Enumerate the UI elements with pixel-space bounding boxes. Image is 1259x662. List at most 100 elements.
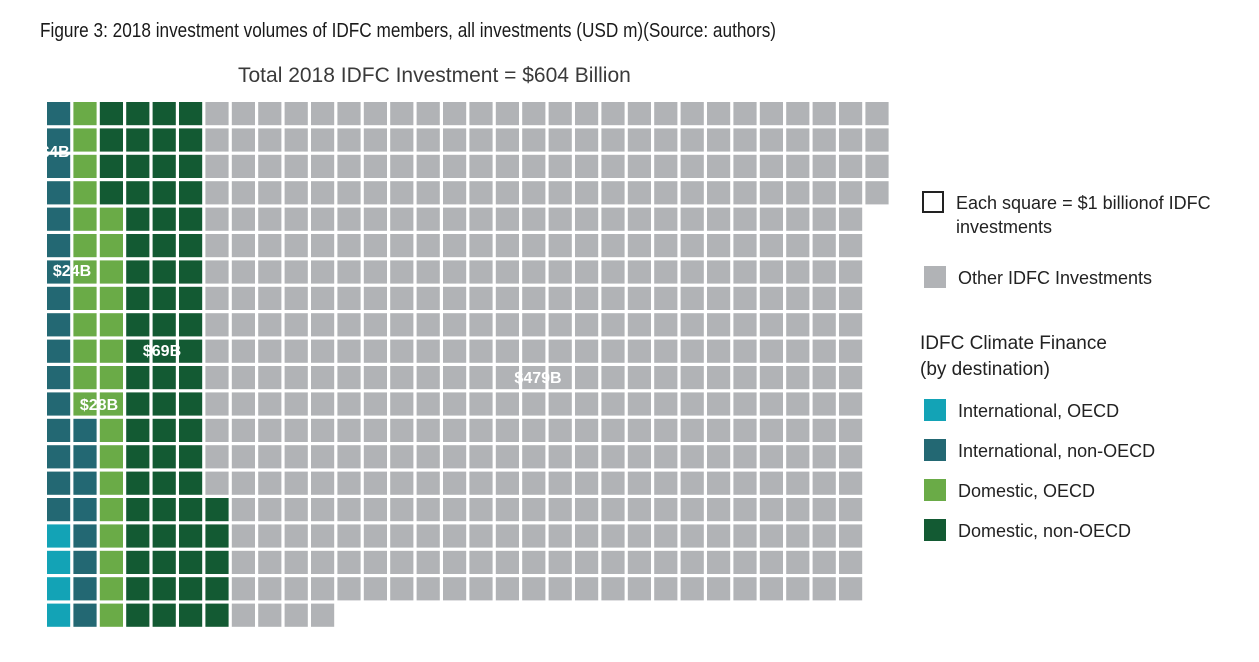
waffle-square-other-idfc-investments	[416, 366, 440, 390]
waffle-square-other-idfc-investments	[495, 471, 519, 495]
waffle-square-other-idfc-investments	[812, 577, 836, 601]
waffle-square-other-idfc-investments	[416, 577, 440, 601]
waffle-square-international-oecd	[47, 550, 71, 574]
waffle-square-other-idfc-investments	[205, 102, 229, 126]
waffle-square-other-idfc-investments	[469, 577, 493, 601]
waffle-square-other-idfc-investments	[601, 392, 625, 416]
legend-intl-non-oecd: International, non-OECD	[924, 439, 1155, 463]
waffle-square-other-idfc-investments	[231, 550, 255, 574]
waffle-square-domestic-oecd	[73, 234, 97, 258]
waffle-square-other-idfc-investments	[469, 366, 493, 390]
waffle-square-other-idfc-investments	[231, 339, 255, 363]
waffle-square-other-idfc-investments	[548, 286, 572, 310]
waffle-square-other-idfc-investments	[733, 339, 757, 363]
waffle-square-other-idfc-investments	[680, 550, 704, 574]
waffle-square-other-idfc-investments	[311, 418, 335, 442]
waffle-square-other-idfc-investments	[759, 577, 783, 601]
waffle-square-other-idfc-investments	[707, 313, 731, 337]
waffle-square-other-idfc-investments	[680, 154, 704, 178]
waffle-square-other-idfc-investments	[416, 524, 440, 548]
waffle-square-other-idfc-investments	[627, 366, 651, 390]
waffle-square-other-idfc-investments	[258, 339, 282, 363]
waffle-square-other-idfc-investments	[205, 128, 229, 152]
waffle-square-other-idfc-investments	[522, 128, 546, 152]
waffle-square-other-idfc-investments	[759, 392, 783, 416]
waffle-square-other-idfc-investments	[812, 207, 836, 231]
waffle-square-other-idfc-investments	[469, 498, 493, 522]
waffle-square-other-idfc-investments	[812, 234, 836, 258]
waffle-square-other-idfc-investments	[839, 418, 863, 442]
waffle-square-other-idfc-investments	[522, 313, 546, 337]
waffle-square-other-idfc-investments	[733, 366, 757, 390]
waffle-square-domestic-non-oecd	[126, 102, 150, 126]
waffle-square-other-idfc-investments	[601, 524, 625, 548]
waffle-square-international-non-oecd	[73, 577, 97, 601]
waffle-square-other-idfc-investments	[733, 524, 757, 548]
waffle-square-other-idfc-investments	[522, 366, 546, 390]
waffle-square-domestic-oecd	[73, 313, 97, 337]
waffle-square-domestic-non-oecd	[179, 128, 203, 152]
waffle-square-other-idfc-investments	[416, 339, 440, 363]
waffle-square-other-idfc-investments	[363, 550, 387, 574]
waffle-square-other-idfc-investments	[205, 286, 229, 310]
waffle-square-other-idfc-investments	[786, 207, 810, 231]
waffle-square-domestic-non-oecd	[179, 286, 203, 310]
waffle-square-other-idfc-investments	[443, 207, 467, 231]
waffle-square-domestic-oecd	[73, 207, 97, 231]
waffle-square-other-idfc-investments	[495, 392, 519, 416]
waffle-square-domestic-non-oecd	[126, 524, 150, 548]
legend-dom-non-oecd: Domestic, non-OECD	[924, 519, 1131, 543]
waffle-square-other-idfc-investments	[443, 313, 467, 337]
waffle-square-other-idfc-investments	[680, 339, 704, 363]
waffle-square-other-idfc-investments	[443, 524, 467, 548]
waffle-square-other-idfc-investments	[363, 524, 387, 548]
waffle-square-domestic-oecd	[99, 603, 123, 627]
legend-swatch-other	[924, 266, 946, 288]
waffle-square-domestic-non-oecd	[152, 313, 176, 337]
waffle-square-other-idfc-investments	[311, 550, 335, 574]
waffle-square-other-idfc-investments	[812, 154, 836, 178]
waffle-square-other-idfc-investments	[311, 234, 335, 258]
legend-swatch-intl-oecd	[924, 399, 946, 421]
waffle-square-other-idfc-investments	[575, 207, 599, 231]
waffle-square-other-idfc-investments	[627, 234, 651, 258]
waffle-square-other-idfc-investments	[601, 154, 625, 178]
waffle-square-domestic-oecd	[99, 207, 123, 231]
waffle-square-other-idfc-investments	[601, 366, 625, 390]
waffle-square-other-idfc-investments	[469, 154, 493, 178]
waffle-square-other-idfc-investments	[363, 234, 387, 258]
waffle-square-other-idfc-investments	[759, 234, 783, 258]
waffle-square-other-idfc-investments	[707, 339, 731, 363]
waffle-square-other-idfc-investments	[231, 286, 255, 310]
legend-swatch-dom-non-oecd	[924, 519, 946, 541]
waffle-square-other-idfc-investments	[654, 498, 678, 522]
waffle-square-domestic-non-oecd	[152, 418, 176, 442]
waffle-square-other-idfc-investments	[680, 524, 704, 548]
waffle-square-other-idfc-investments	[707, 471, 731, 495]
waffle-square-international-non-oecd	[47, 313, 71, 337]
waffle-square-other-idfc-investments	[839, 471, 863, 495]
waffle-square-other-idfc-investments	[258, 102, 282, 126]
waffle-square-other-idfc-investments	[231, 498, 255, 522]
waffle-square-domestic-non-oecd	[99, 102, 123, 126]
waffle-square-domestic-oecd	[99, 524, 123, 548]
waffle-square-other-idfc-investments	[337, 286, 361, 310]
waffle-square-other-idfc-investments	[258, 234, 282, 258]
waffle-square-domestic-non-oecd	[152, 207, 176, 231]
waffle-square-other-idfc-investments	[839, 234, 863, 258]
waffle-square-other-idfc-investments	[601, 550, 625, 574]
waffle-square-other-idfc-investments	[812, 445, 836, 469]
waffle-square-other-idfc-investments	[469, 524, 493, 548]
waffle-square-international-non-oecd	[47, 234, 71, 258]
waffle-square-other-idfc-investments	[733, 102, 757, 126]
waffle-square-other-idfc-investments	[231, 234, 255, 258]
waffle-square-other-idfc-investments	[231, 102, 255, 126]
waffle-square-international-non-oecd	[47, 445, 71, 469]
waffle-square-other-idfc-investments	[812, 471, 836, 495]
waffle-square-other-idfc-investments	[311, 154, 335, 178]
waffle-square-other-idfc-investments	[759, 260, 783, 284]
waffle-square-other-idfc-investments	[469, 445, 493, 469]
waffle-square-other-idfc-investments	[258, 392, 282, 416]
waffle-square-other-idfc-investments	[416, 418, 440, 442]
waffle-square-other-idfc-investments	[575, 392, 599, 416]
